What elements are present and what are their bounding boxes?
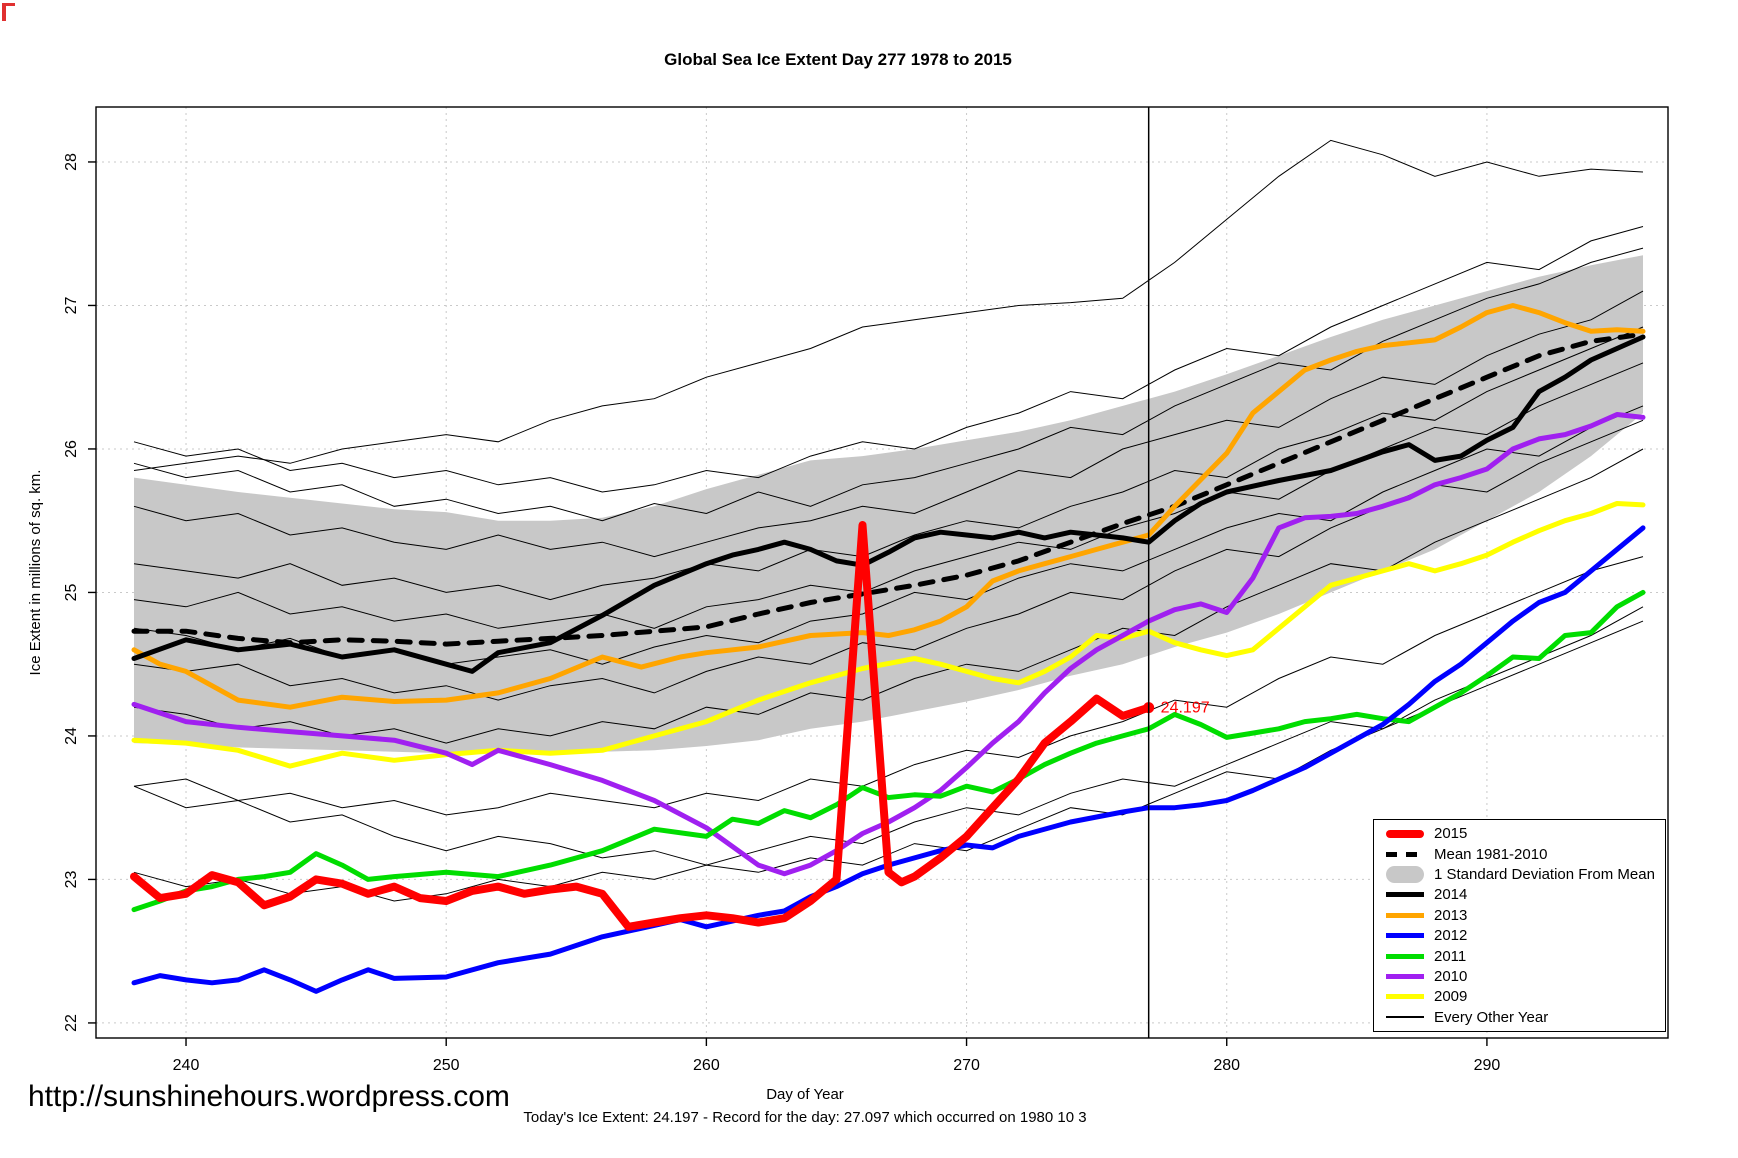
legend-label: 2012 bbox=[1434, 927, 1468, 945]
plot-box bbox=[95, 106, 1669, 1039]
std-dev-band bbox=[134, 255, 1643, 754]
legend-label: 2013 bbox=[1434, 906, 1468, 924]
legend-swatch-icon bbox=[1386, 933, 1424, 939]
y-tick-label: 25 bbox=[63, 583, 80, 601]
legend-swatch-icon bbox=[1386, 994, 1424, 1000]
every-other-year-line bbox=[133, 290, 1644, 558]
legend-item-mean-1981-2010: Mean 1981-2010 bbox=[1374, 845, 1665, 864]
x-tick-label: 290 bbox=[1474, 1057, 1501, 1074]
legend-item-2014: 2014 bbox=[1374, 885, 1665, 904]
x-axis-label: Day of Year bbox=[766, 1086, 844, 1103]
legend-item-1-standard-deviation-from-mean: 1 Standard Deviation From Mean bbox=[1374, 865, 1665, 884]
x-tick-label: 240 bbox=[173, 1057, 200, 1074]
y-tick-label: 22 bbox=[63, 1014, 80, 1032]
y-tick-label: 24 bbox=[63, 727, 80, 745]
x-tick-label: 260 bbox=[693, 1057, 720, 1074]
legend-swatch-icon bbox=[1386, 892, 1424, 898]
x-tick-label: 270 bbox=[953, 1057, 980, 1074]
series-2015 bbox=[130, 521, 1153, 931]
legend-label: 2015 bbox=[1434, 825, 1468, 843]
watermark-url[interactable]: http://sunshinehours.wordpress.com bbox=[28, 1080, 510, 1113]
legend-swatch-icon bbox=[1386, 851, 1424, 857]
y-tick-label: 26 bbox=[63, 440, 80, 458]
series-2010 bbox=[131, 412, 1646, 877]
legend-swatch-icon bbox=[1386, 953, 1424, 959]
legend-label: Every Other Year bbox=[1434, 1008, 1549, 1026]
chart-legend: 2015 Mean 1981-2010 1 Standard Deviation F… bbox=[1373, 819, 1666, 1032]
x-tick-label: 250 bbox=[433, 1057, 460, 1074]
legend-label: 2011 bbox=[1434, 947, 1467, 965]
legend-item-2009: 2009 bbox=[1374, 987, 1665, 1006]
series-2014 bbox=[131, 334, 1646, 674]
stray-red-mark bbox=[2, 3, 15, 21]
legend-item-2013: 2013 bbox=[1374, 906, 1665, 925]
legend-item-2010: 2010 bbox=[1374, 967, 1665, 986]
legend-label: 2010 bbox=[1434, 967, 1468, 985]
chart-title: Global Sea Ice Extent Day 277 1978 to 20… bbox=[664, 50, 1012, 69]
legend-swatch-icon bbox=[1386, 973, 1424, 979]
legend-label: 1 Standard Deviation From Mean bbox=[1434, 866, 1655, 884]
x-tick-label: 280 bbox=[1213, 1057, 1240, 1074]
y-tick-label: 27 bbox=[63, 296, 80, 314]
legend-swatch-icon bbox=[1386, 1016, 1424, 1019]
series-2013 bbox=[131, 303, 1646, 710]
legend-item-2011: 2011 bbox=[1374, 947, 1665, 966]
y-tick-label: 28 bbox=[63, 153, 80, 171]
series-2011 bbox=[131, 589, 1646, 913]
legend-swatch-icon bbox=[1386, 829, 1424, 838]
mean-line bbox=[131, 331, 1646, 647]
chart-caption: Today's Ice Extent: 24.197 - Record for … bbox=[523, 1109, 1087, 1126]
every-other-year-line bbox=[133, 326, 1644, 601]
legend-label: Mean 1981-2010 bbox=[1434, 845, 1548, 863]
legend-item-2012: 2012 bbox=[1374, 926, 1665, 945]
legend-label: 2009 bbox=[1434, 988, 1468, 1006]
legend-swatch-icon bbox=[1386, 912, 1424, 918]
series-2012 bbox=[131, 525, 1646, 994]
every-other-year-line bbox=[133, 226, 1644, 493]
legend-item-every-other-year: Every Other Year bbox=[1374, 1008, 1665, 1027]
every-other-year-line bbox=[133, 362, 1644, 629]
every-other-year-line bbox=[133, 247, 1644, 522]
current-value-annotation: 24.197 bbox=[1161, 700, 1210, 717]
legend-label: 2014 bbox=[1434, 886, 1468, 904]
every-other-year-line bbox=[133, 139, 1644, 471]
legend-swatch-icon bbox=[1386, 866, 1424, 884]
y-axis-label: Ice Extent in millions of sq. km. bbox=[27, 470, 44, 676]
every-other-year-line bbox=[133, 556, 1644, 816]
legend-item-2015: 2015 bbox=[1374, 824, 1665, 843]
y-tick-label: 23 bbox=[63, 870, 80, 888]
